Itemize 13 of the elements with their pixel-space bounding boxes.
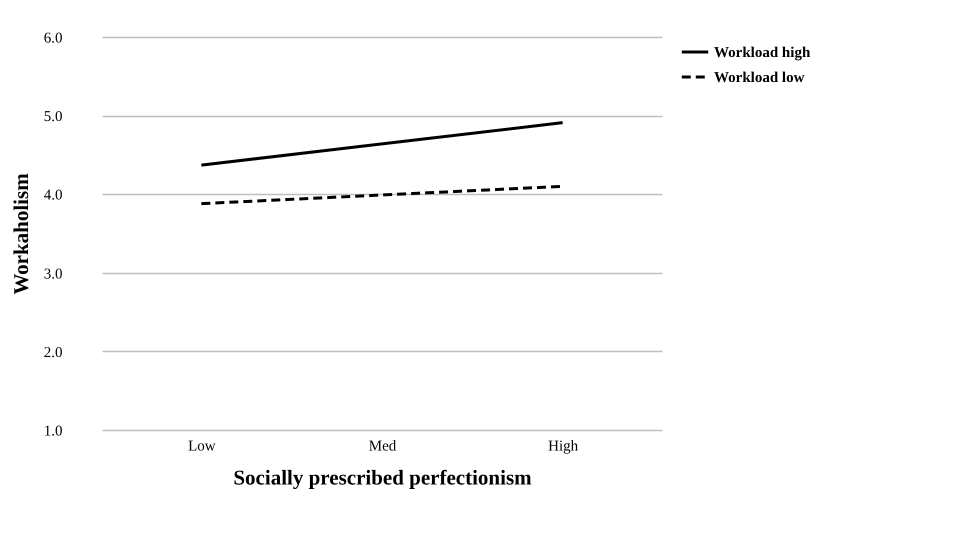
- x-tick-label: High: [548, 438, 579, 454]
- x-axis-title: Socially prescribed perfectionism: [233, 466, 532, 490]
- y-tick-label: 4.0: [44, 188, 62, 204]
- x-tick-label: Low: [188, 438, 216, 454]
- legend-label: Workload high: [714, 45, 811, 61]
- legend-label: Workload low: [714, 70, 805, 86]
- y-tick-label: 3.0: [44, 266, 62, 282]
- y-tick-label: 1.0: [44, 424, 62, 440]
- y-tick-label: 5.0: [44, 109, 62, 126]
- x-tick-label: Med: [368, 438, 397, 454]
- y-axis-title: Workaholism: [8, 172, 33, 295]
- y-tick-label: 2.0: [44, 344, 62, 361]
- y-tick-label: 6.0: [44, 30, 62, 46]
